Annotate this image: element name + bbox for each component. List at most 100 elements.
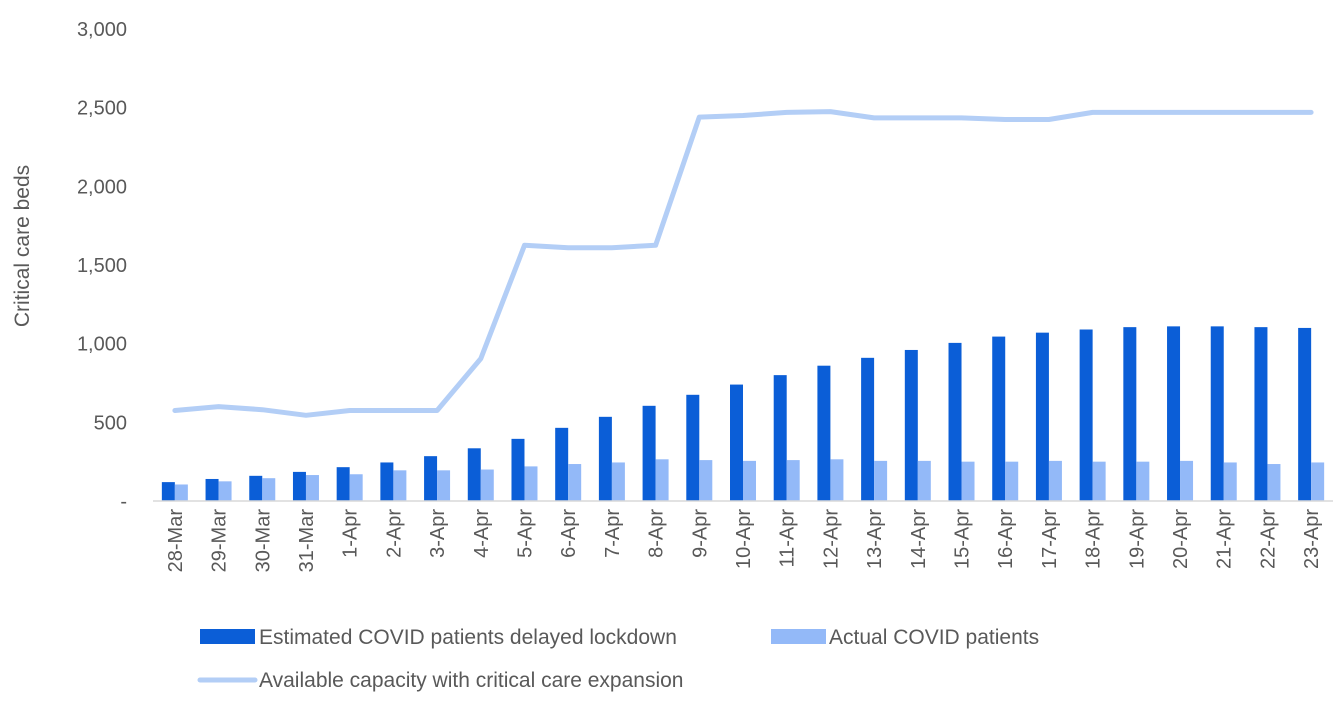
legend-swatch-estimated xyxy=(200,629,255,644)
bar-actual xyxy=(611,462,625,501)
bar-actual xyxy=(437,470,451,501)
bar-actual xyxy=(1180,460,1194,501)
bar-estimated xyxy=(904,349,918,501)
x-tick-label: 1-Apr xyxy=(340,509,362,558)
bar-actual xyxy=(961,461,975,501)
bar-estimated xyxy=(205,478,219,501)
x-tick-label: 12-Apr xyxy=(820,509,842,569)
bar-estimated xyxy=(511,438,525,501)
y-tick-label: 3,000 xyxy=(77,19,127,41)
bar-actual xyxy=(743,460,756,501)
bar-actual xyxy=(1267,464,1281,501)
x-tick-label: 8-Apr xyxy=(646,509,668,558)
bar-estimated xyxy=(249,475,263,501)
y-tick-label: 500 xyxy=(94,412,127,434)
legend-label-capacity: Available capacity with critical care ex… xyxy=(259,669,684,692)
x-tick-label: 11-Apr xyxy=(777,509,799,568)
bar-estimated xyxy=(1167,326,1181,501)
y-axis-title: Critical care beds xyxy=(11,165,34,327)
capacity-line-group xyxy=(172,109,1314,418)
bar-estimated xyxy=(817,365,831,501)
x-tick-label: 29-Mar xyxy=(209,509,231,573)
bar-estimated xyxy=(861,357,875,501)
x-tick-label: 19-Apr xyxy=(1126,509,1148,569)
y-tick-label: - xyxy=(120,491,127,513)
legend-swatch-actual xyxy=(771,629,826,644)
x-tick-label: 13-Apr xyxy=(864,509,886,569)
x-tick-label: 23-Apr xyxy=(1301,509,1323,569)
bar-estimated xyxy=(555,427,569,501)
x-tick-label: 18-Apr xyxy=(1083,509,1105,569)
x-tick-label: 17-Apr xyxy=(1039,509,1061,569)
bar-estimated xyxy=(1298,327,1312,501)
y-tick-label: 2,000 xyxy=(77,176,127,198)
bar-actual xyxy=(262,478,276,501)
x-tick-label: 22-Apr xyxy=(1257,509,1279,569)
bar-estimated xyxy=(598,416,612,501)
bar-actual xyxy=(1092,461,1106,501)
y-axis: - 500 1,000 1,500 2,000 2,500 3,000 xyxy=(77,19,127,513)
bar-estimated xyxy=(1254,327,1268,501)
bar-actual xyxy=(1048,460,1062,501)
bar-actual xyxy=(174,484,188,501)
bar-actual xyxy=(699,460,713,501)
bar-estimated xyxy=(642,405,656,501)
bar-actual xyxy=(1136,461,1150,501)
bar-estimated xyxy=(773,375,787,501)
bar-actual xyxy=(874,460,888,501)
x-tick-label: 4-Apr xyxy=(471,509,493,558)
x-tick-label: 20-Apr xyxy=(1170,509,1192,569)
bar-estimated xyxy=(1035,332,1049,501)
x-tick-label: 15-Apr xyxy=(952,509,974,569)
bar-actual xyxy=(393,470,407,501)
bar-estimated xyxy=(161,482,175,501)
x-tick-label: 21-Apr xyxy=(1214,509,1236,569)
x-tick-label: 5-Apr xyxy=(515,509,537,558)
bar-actual xyxy=(830,459,844,501)
bar-actual xyxy=(568,464,582,501)
x-tick-label: 14-Apr xyxy=(908,509,930,569)
legend-label-actual: Actual COVID patients xyxy=(829,626,1039,649)
x-tick-label: 31-Mar xyxy=(296,509,318,573)
x-tick-label: 28-Mar xyxy=(165,509,187,573)
bar-actual xyxy=(1311,462,1325,501)
bar-estimated xyxy=(336,467,350,501)
x-tick-label: 7-Apr xyxy=(602,509,624,558)
x-tick-label: 9-Apr xyxy=(689,509,711,558)
x-tick-label: 10-Apr xyxy=(733,509,755,569)
bar-estimated xyxy=(948,342,962,501)
bar-actual xyxy=(480,469,494,501)
bar-estimated xyxy=(686,394,700,501)
x-tick-label: 3-Apr xyxy=(427,509,449,558)
x-tick-label: 30-Mar xyxy=(252,509,274,573)
bar-estimated xyxy=(467,448,481,501)
bar-actual xyxy=(1223,462,1237,501)
y-tick-label: 2,500 xyxy=(77,98,127,120)
x-tick-label: 2-Apr xyxy=(383,509,405,558)
bar-estimated xyxy=(1123,327,1137,501)
bar-estimated xyxy=(380,462,394,501)
y-tick-label: 1,000 xyxy=(77,334,127,356)
bar-actual xyxy=(1005,461,1019,501)
legend-label-estimated: Estimated COVID patients delayed lockdow… xyxy=(259,626,677,649)
x-tick-label: 6-Apr xyxy=(558,509,580,558)
bar-actual xyxy=(524,466,538,501)
legend: Estimated COVID patients delayed lockdow… xyxy=(197,626,1039,692)
y-tick-label: 1,500 xyxy=(77,255,127,277)
bar-actual xyxy=(218,481,232,501)
bar-estimated xyxy=(1210,326,1224,501)
x-axis: 28-Mar 29-Mar 30-Mar 31-Mar 1-Apr 2-Apr 3-Apr 4… xyxy=(165,509,1323,573)
bar-estimated xyxy=(292,471,306,501)
bar-actual xyxy=(786,460,800,501)
x-tick-label: 16-Apr xyxy=(995,509,1017,569)
capacity-line xyxy=(172,109,1314,418)
bars xyxy=(161,326,1325,501)
bar-estimated xyxy=(1079,329,1093,501)
bar-estimated xyxy=(424,456,438,501)
bar-actual xyxy=(655,459,669,501)
bar-estimated xyxy=(730,384,743,501)
bar-estimated xyxy=(992,336,1006,501)
bar-actual xyxy=(305,475,319,501)
bar-actual xyxy=(917,460,931,501)
